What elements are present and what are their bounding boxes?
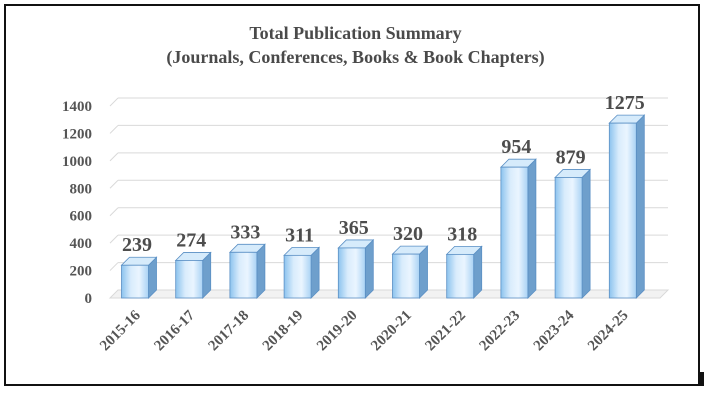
bar <box>337 238 375 299</box>
bar-front <box>229 251 258 299</box>
data-label: 1275 <box>605 92 645 114</box>
y-tick-label: 1200 <box>62 126 92 142</box>
bar-side <box>527 158 537 299</box>
bar-side <box>419 245 428 299</box>
bar-side <box>581 168 591 299</box>
gridline-depth <box>109 262 119 271</box>
bar-front <box>554 177 583 299</box>
data-label: 365 <box>339 217 369 239</box>
data-label: 274 <box>176 229 206 251</box>
bar-side <box>256 243 266 299</box>
gridline-depth <box>109 97 119 107</box>
x-tick-label: 2017-18 <box>206 308 253 355</box>
bar <box>283 246 321 299</box>
x-tick-label: 2024-25 <box>585 308 632 355</box>
data-label: 311 <box>285 224 314 246</box>
frame-corner-mark <box>700 372 704 386</box>
x-tick-label: 2019-20 <box>314 308 361 355</box>
y-tick-label: 1000 <box>62 154 92 170</box>
bar <box>120 256 158 299</box>
gridline-depth <box>109 152 119 162</box>
y-axis-ticks: 0 200 400 600 800 1000 1200 1400 <box>62 99 92 307</box>
bar-front <box>500 166 529 299</box>
bars <box>120 114 646 299</box>
bar-front <box>608 122 637 299</box>
bar <box>554 168 592 299</box>
bar-front <box>446 253 475 299</box>
x-tick-label: 2022-23 <box>477 308 524 355</box>
y-tick-label: 600 <box>70 209 93 225</box>
bar-side <box>635 114 645 299</box>
bar-front <box>392 253 420 299</box>
y-tick-label: 800 <box>70 181 93 197</box>
bar-side <box>310 246 320 299</box>
y-tick-label: 400 <box>70 236 93 252</box>
x-tick-label: 2016-17 <box>151 307 198 354</box>
gridline-depth <box>109 207 119 217</box>
data-label: 239 <box>122 234 152 256</box>
bar <box>499 158 537 299</box>
y-tick-label: 1400 <box>62 99 92 115</box>
data-label: 333 <box>230 221 260 243</box>
y-tick-label: 0 <box>85 291 93 307</box>
x-tick-label: 2021-22 <box>422 308 469 355</box>
bar-front <box>337 247 366 299</box>
bar <box>608 114 646 299</box>
x-tick-label: 2015-16 <box>97 307 144 354</box>
x-tick-label: 2018-19 <box>260 308 307 355</box>
data-label: 318 <box>447 223 477 245</box>
chart-title: Total Publication Summary <box>249 23 462 43</box>
gridline-depth <box>109 125 119 134</box>
y-tick-label: 200 <box>70 264 93 280</box>
bar <box>445 245 483 299</box>
bar-front <box>175 260 204 299</box>
x-tick-label: 2020-21 <box>368 308 415 355</box>
data-label: 954 <box>501 136 531 158</box>
data-label: 320 <box>393 223 423 245</box>
bar-front <box>283 254 312 299</box>
bar-side <box>364 238 374 299</box>
bar <box>174 251 212 299</box>
x-axis-ticks: 2015-16 2016-17 2017-18 2018-19 2019-20 2020-… <box>97 307 631 354</box>
bar <box>228 243 266 299</box>
bar-front <box>121 264 149 299</box>
x-tick-label: 2023-24 <box>531 307 578 354</box>
chart-subtitle: (Journals, Conferences, Books & Book Cha… <box>166 47 545 67</box>
gridline-depth <box>109 234 119 244</box>
data-labels: 239 274 333 311 365 320 318 954 879 1275 <box>122 92 645 256</box>
data-label: 879 <box>556 146 586 168</box>
bar-side <box>473 245 483 299</box>
bar <box>391 245 429 299</box>
gridline-depth <box>109 179 119 189</box>
